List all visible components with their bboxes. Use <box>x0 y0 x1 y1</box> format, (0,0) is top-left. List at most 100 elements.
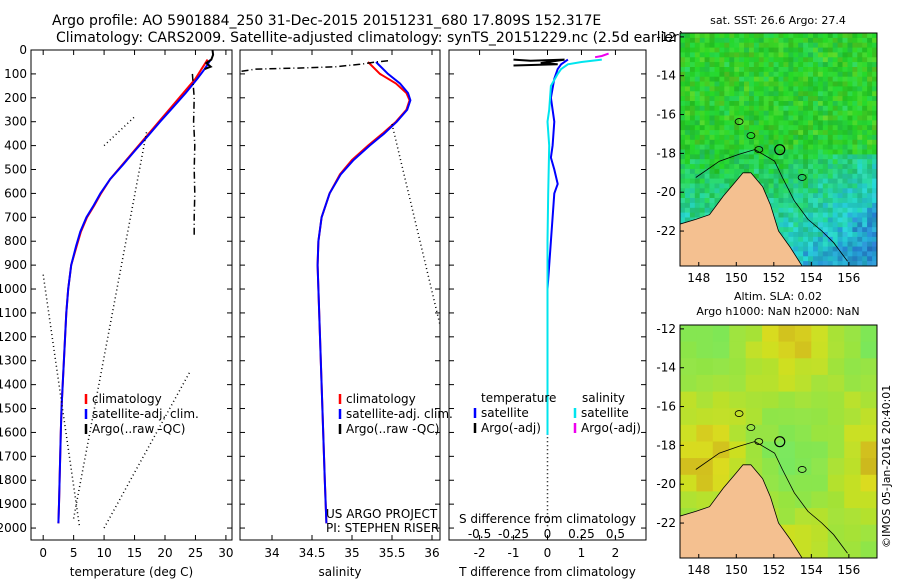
map-cell <box>749 33 755 39</box>
map-cell <box>867 261 873 266</box>
map-cell <box>704 86 711 92</box>
map-cell <box>734 91 740 97</box>
map-cell <box>719 105 725 112</box>
map-cell <box>867 173 873 180</box>
map-cell <box>689 202 696 209</box>
map-cell <box>857 183 863 189</box>
x-tick-label: -2 <box>474 546 486 560</box>
map-cell <box>827 86 834 92</box>
map-cell <box>783 178 789 185</box>
map-cell <box>857 261 863 266</box>
map-cell <box>832 110 839 117</box>
map-cell <box>729 110 735 117</box>
map-cell <box>842 47 848 54</box>
map-cell <box>729 374 747 393</box>
map-cell <box>694 120 701 126</box>
map-cell <box>808 120 814 126</box>
map-cell <box>724 164 730 170</box>
map-cell <box>813 42 819 49</box>
map-cell <box>719 81 725 87</box>
map-cell <box>788 81 794 87</box>
map-cell <box>803 256 809 262</box>
map-cell <box>749 96 755 102</box>
map-cell <box>712 408 730 426</box>
map-cell <box>788 198 794 204</box>
map-cell <box>872 173 877 180</box>
map-cell <box>867 144 873 151</box>
map-cell <box>739 105 745 112</box>
map-cell <box>842 256 848 262</box>
map-cell <box>788 173 794 180</box>
map-cell <box>867 246 873 253</box>
map-cell <box>768 110 775 117</box>
map-cell <box>837 101 844 107</box>
map-cell <box>832 62 839 68</box>
map-cell <box>684 125 691 131</box>
map-cell <box>808 227 814 233</box>
map-cell <box>704 71 711 78</box>
map-cell <box>817 76 824 83</box>
map-cell <box>749 47 755 54</box>
map-cell <box>813 251 819 257</box>
map-cell <box>867 178 873 185</box>
map-cell <box>704 105 711 112</box>
map-cell <box>867 110 873 117</box>
map-cell <box>684 178 691 185</box>
map-cell <box>699 149 706 155</box>
map-cell <box>684 52 691 58</box>
map-cell <box>872 101 877 107</box>
map-frame-0 <box>679 32 878 267</box>
map-cell <box>803 241 809 248</box>
map-y-tick-label: -14 <box>656 69 676 83</box>
map-cell <box>811 391 829 409</box>
reef-island-outline <box>797 466 807 473</box>
map-cell <box>744 159 750 165</box>
x-tick-label: 25 <box>188 546 203 560</box>
map-cell <box>788 91 794 97</box>
map-cell <box>817 236 824 243</box>
map-cell <box>852 71 858 78</box>
map-cell <box>822 139 829 146</box>
map-cell <box>872 67 877 73</box>
map-cell <box>778 154 784 160</box>
map-cell <box>832 232 839 238</box>
x-tick-label: 0 <box>544 546 552 560</box>
map-cell <box>867 198 873 204</box>
map-cell <box>739 130 745 136</box>
map-cell <box>847 159 853 165</box>
map-cell <box>844 441 862 459</box>
map-cell <box>684 105 691 112</box>
map-cell <box>813 207 819 214</box>
map-cell <box>753 76 760 83</box>
map-cell <box>739 125 745 131</box>
map-cell <box>753 120 760 126</box>
map-cell <box>852 57 858 63</box>
map-cell <box>694 183 701 189</box>
map-cell <box>714 130 720 136</box>
map-cell <box>689 37 696 44</box>
map-cell <box>744 168 750 175</box>
map-cell <box>837 241 844 248</box>
map-cell <box>763 105 770 112</box>
map-cell <box>714 91 720 97</box>
map-cell <box>749 168 755 175</box>
map-cell <box>857 110 863 117</box>
map-cell <box>827 91 834 97</box>
map-cell <box>788 42 794 49</box>
map-cell <box>808 101 814 107</box>
map-cell <box>817 256 824 262</box>
map-cell <box>763 168 770 175</box>
map-cell <box>872 149 877 155</box>
map-cell <box>817 202 824 209</box>
map-cell <box>808 91 814 97</box>
map-cell <box>847 144 853 151</box>
map-cell <box>862 159 868 165</box>
map-cell <box>808 188 814 194</box>
map-cell <box>680 164 686 170</box>
map-cell <box>778 325 796 343</box>
map-cell <box>729 42 735 49</box>
map-cell <box>813 67 819 73</box>
map-cell <box>852 232 858 238</box>
map-cell <box>714 139 720 146</box>
map-cell <box>773 115 780 121</box>
